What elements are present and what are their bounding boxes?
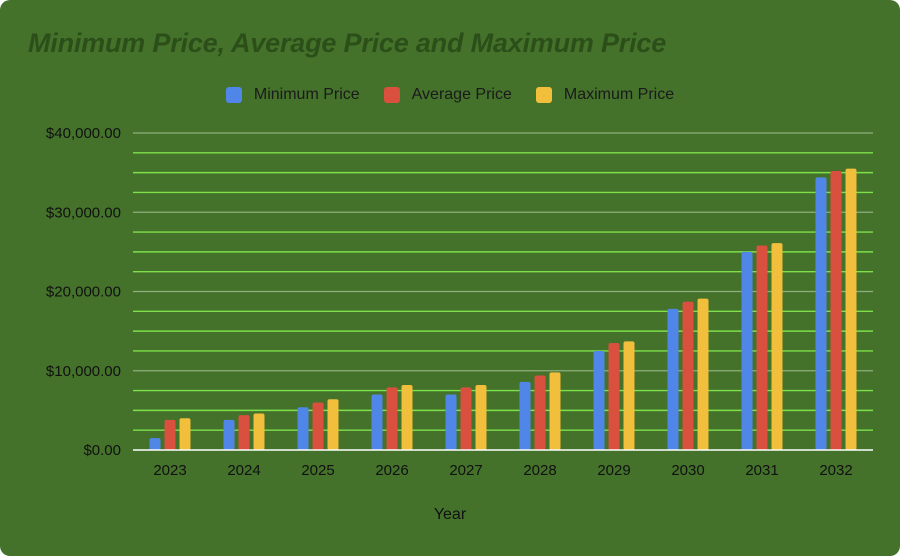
bar-minimum-price: [223, 419, 235, 450]
x-axis-title: Year: [433, 506, 467, 523]
bar-minimum-price: [815, 177, 827, 450]
x-tick-label: 2029: [597, 462, 630, 479]
legend-label-minimum: Minimum Price: [253, 86, 360, 103]
bar-maximum-price: [179, 418, 191, 450]
legend-item-average: Average Price: [383, 86, 512, 104]
bar-average-price: [460, 387, 472, 450]
chart-title: Minimum Price, Average Price and Maximum…: [28, 28, 667, 58]
x-tick-label: 2030: [671, 462, 704, 479]
bar-minimum-price: [371, 394, 383, 450]
x-tick-label: 2028: [523, 462, 556, 479]
legend-item-maximum: Maximum Price: [535, 86, 675, 104]
legend-item-minimum: Minimum Price: [225, 86, 360, 104]
bar-maximum-price: [549, 372, 561, 450]
chart-legend: Minimum Price Average Price Maximum Pric…: [0, 82, 900, 108]
bar-average-price: [534, 375, 546, 450]
bar-average-price: [312, 402, 324, 450]
bar-minimum-price: [667, 308, 679, 450]
bar-minimum-price: [741, 251, 753, 450]
bar-maximum-price: [697, 298, 709, 450]
legend-swatch-maximum: [535, 87, 552, 103]
x-tick-label: 2023: [153, 462, 186, 479]
legend-swatch-average: [383, 87, 400, 103]
bar-minimum-price: [519, 381, 531, 450]
x-tick-label: 2024: [227, 462, 260, 479]
bar-average-price: [830, 171, 842, 451]
legend-label-maximum: Maximum Price: [563, 86, 675, 103]
y-tick-label: $0.00: [83, 442, 121, 459]
bar-minimum-price: [297, 407, 309, 450]
bar-average-price: [164, 419, 176, 450]
y-tick-label: $10,000.00: [46, 363, 121, 380]
bar-maximum-price: [771, 243, 783, 450]
x-tick-label: 2031: [745, 462, 778, 479]
x-tick-label: 2027: [449, 462, 482, 479]
bar-average-price: [238, 415, 250, 450]
legend-swatch-minimum: [225, 87, 242, 103]
bar-average-price: [756, 245, 768, 450]
bar-average-price: [608, 343, 620, 450]
bar-average-price: [682, 301, 694, 450]
y-tick-label: $20,000.00: [46, 284, 121, 301]
x-tick-label: 2026: [375, 462, 408, 479]
bar-maximum-price: [845, 168, 857, 450]
bar-average-price: [386, 387, 398, 450]
y-tick-label: $40,000.00: [46, 125, 121, 142]
bar-minimum-price: [593, 350, 605, 450]
y-tick-label: $30,000.00: [46, 204, 121, 221]
bar-maximum-price: [327, 399, 339, 450]
bar-minimum-price: [445, 394, 457, 450]
x-tick-label: 2025: [301, 462, 334, 479]
legend-label-average: Average Price: [411, 86, 512, 103]
bar-maximum-price: [623, 341, 635, 450]
bar-maximum-price: [253, 413, 265, 450]
bar-maximum-price: [401, 385, 413, 450]
bar-minimum-price: [149, 438, 161, 450]
x-tick-label: 2032: [819, 462, 852, 479]
bar-maximum-price: [475, 385, 487, 450]
